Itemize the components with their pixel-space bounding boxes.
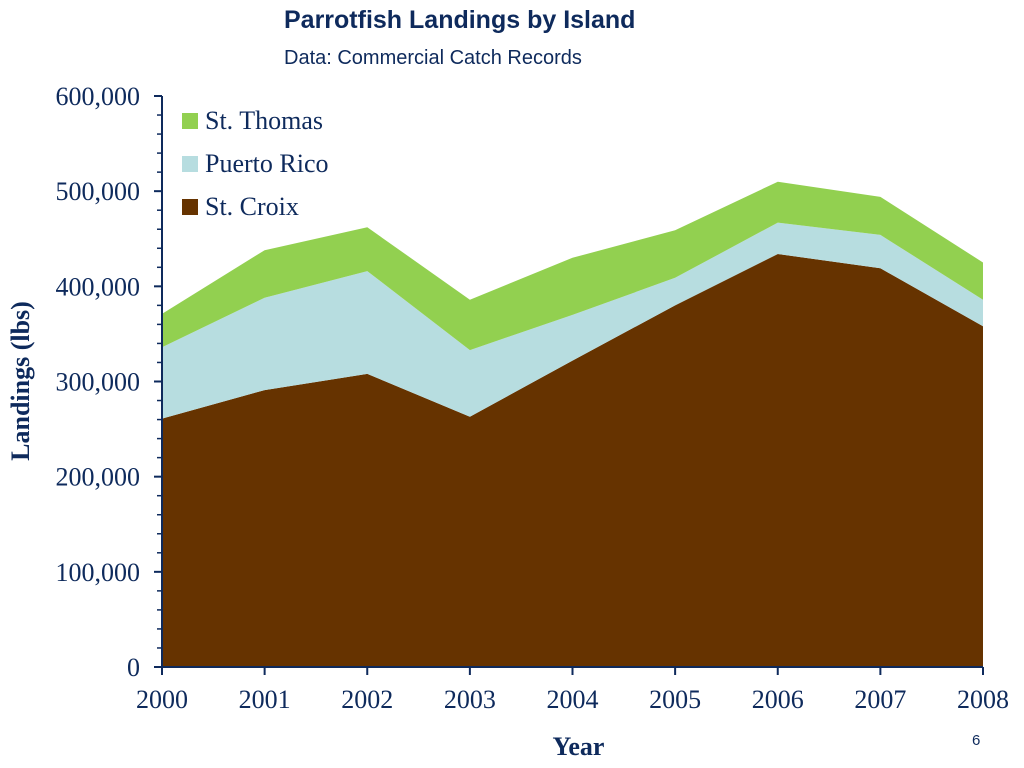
legend-swatch bbox=[182, 156, 198, 172]
y-axis-title: Landings (lbs) bbox=[6, 301, 35, 461]
y-tick-label: 600,000 bbox=[56, 82, 141, 111]
area-puerto-rico bbox=[162, 222, 983, 419]
y-tick-label: 300,000 bbox=[56, 368, 141, 397]
x-tick-label: 2001 bbox=[239, 685, 291, 714]
page-number: 6 bbox=[972, 732, 981, 749]
legend-label: St. Croix bbox=[205, 192, 299, 221]
y-tick-label: 0 bbox=[127, 653, 140, 682]
x-tick-label: 2007 bbox=[854, 685, 906, 714]
x-tick-label: 2003 bbox=[444, 685, 496, 714]
x-tick-label: 2005 bbox=[649, 685, 701, 714]
y-tick-label: 500,000 bbox=[56, 177, 141, 206]
legend-label: St. Thomas bbox=[205, 106, 323, 135]
area-st-thomas bbox=[162, 181, 983, 351]
legend-label: Puerto Rico bbox=[205, 149, 329, 178]
x-tick-label: 2004 bbox=[547, 685, 599, 714]
x-tick-label: 2008 bbox=[957, 685, 1009, 714]
x-tick-label: 2002 bbox=[341, 685, 393, 714]
legend-swatch bbox=[182, 113, 198, 129]
legend-swatch bbox=[182, 199, 198, 215]
chart-subtitle: Data: Commercial Catch Records bbox=[284, 47, 582, 69]
y-tick-label: 400,000 bbox=[56, 272, 141, 301]
chart-title: Parrotfish Landings by Island bbox=[284, 6, 636, 34]
area-st-croix bbox=[162, 254, 983, 667]
y-tick-label: 100,000 bbox=[56, 558, 141, 587]
y-tick-label: 200,000 bbox=[56, 463, 141, 492]
x-axis-title: Year bbox=[553, 732, 605, 761]
x-tick-label: 2000 bbox=[136, 685, 188, 714]
x-tick-label: 2006 bbox=[752, 685, 804, 714]
